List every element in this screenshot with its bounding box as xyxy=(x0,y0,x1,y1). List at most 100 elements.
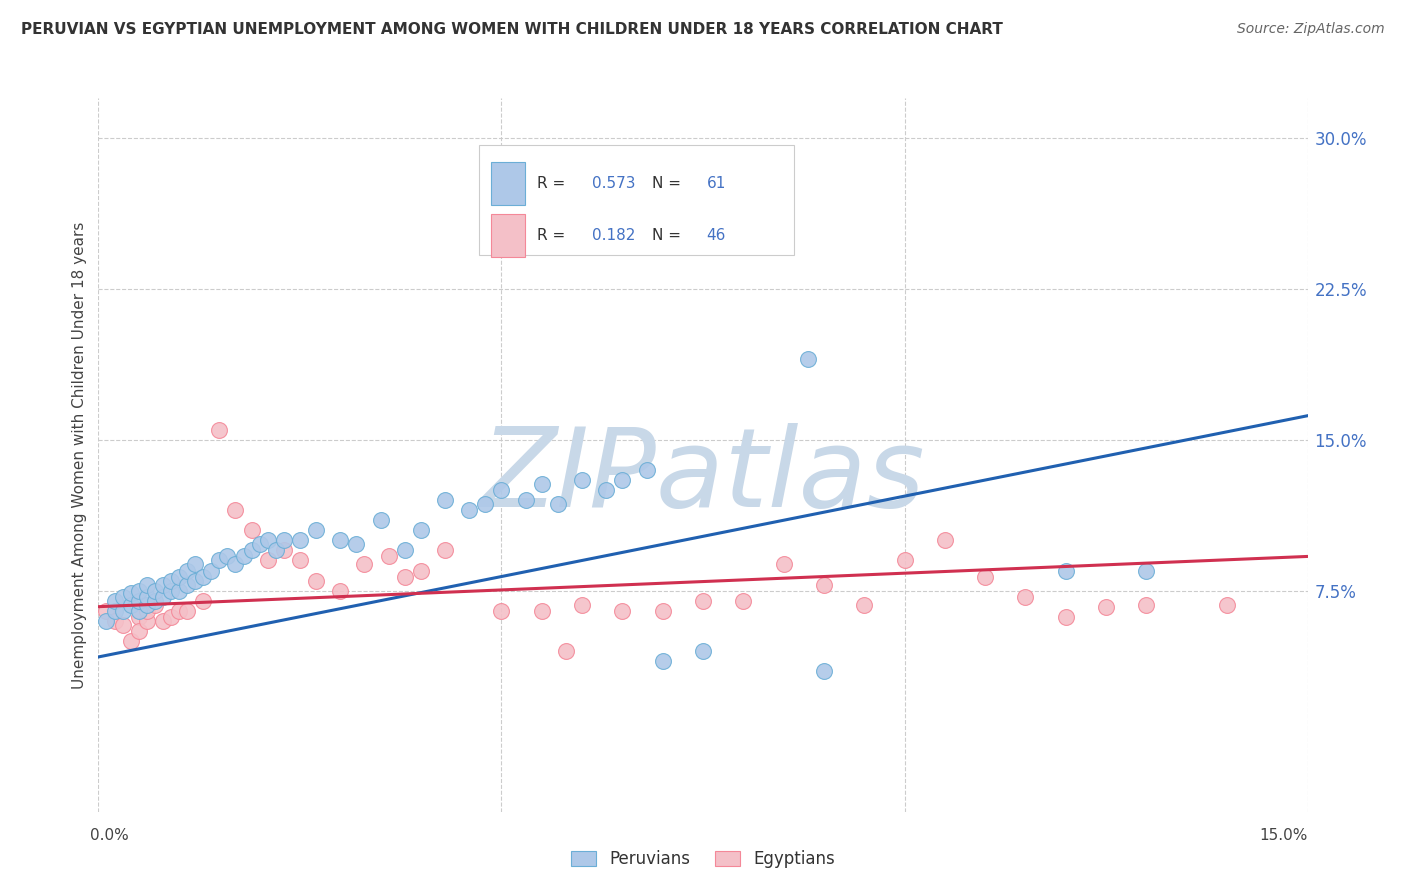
Point xyxy=(571,473,593,487)
Point xyxy=(733,593,755,607)
Point xyxy=(329,583,352,598)
Point xyxy=(651,604,673,618)
Point xyxy=(135,604,157,618)
Point xyxy=(612,604,634,618)
Point xyxy=(135,598,157,612)
Point xyxy=(305,574,328,588)
Y-axis label: Unemployment Among Women with Children Under 18 years: Unemployment Among Women with Children U… xyxy=(72,221,87,689)
Point xyxy=(370,513,392,527)
Point xyxy=(224,558,246,572)
Point xyxy=(200,564,222,578)
Point xyxy=(120,598,142,612)
Point xyxy=(128,583,150,598)
Point xyxy=(208,553,231,567)
Point xyxy=(111,617,134,632)
Point xyxy=(353,558,375,572)
Point xyxy=(772,558,794,572)
Text: R =: R = xyxy=(537,176,571,191)
Point xyxy=(176,564,198,578)
Point xyxy=(217,549,239,564)
Point xyxy=(128,609,150,624)
Point xyxy=(409,524,432,538)
Text: ZIPatlas: ZIPatlas xyxy=(481,423,925,530)
Bar xyxy=(479,145,793,255)
Point xyxy=(256,533,278,548)
Point xyxy=(491,604,513,618)
Point xyxy=(853,598,876,612)
Point xyxy=(1054,609,1077,624)
Point xyxy=(128,593,150,607)
Point xyxy=(224,503,246,517)
Point xyxy=(143,583,166,598)
Point xyxy=(813,577,835,591)
Point xyxy=(288,533,311,548)
Point xyxy=(103,593,125,607)
Point xyxy=(692,593,714,607)
Point xyxy=(103,614,125,628)
Point xyxy=(555,644,578,658)
Point xyxy=(176,577,198,591)
Point xyxy=(135,590,157,604)
Point xyxy=(636,463,658,477)
Text: 61: 61 xyxy=(707,176,725,191)
Point xyxy=(474,497,496,511)
Point xyxy=(184,558,207,572)
Point xyxy=(1014,590,1036,604)
Point xyxy=(273,543,295,558)
Point xyxy=(434,543,457,558)
Point xyxy=(974,569,997,583)
Point xyxy=(143,598,166,612)
Point xyxy=(595,483,617,497)
Point xyxy=(152,614,174,628)
Point xyxy=(329,533,352,548)
Point xyxy=(305,524,328,538)
Point xyxy=(120,585,142,599)
Point xyxy=(193,569,215,583)
Legend: Peruvians, Egyptians: Peruvians, Egyptians xyxy=(564,844,842,875)
Point xyxy=(111,590,134,604)
Point xyxy=(128,624,150,638)
Point xyxy=(240,524,263,538)
Point xyxy=(143,593,166,607)
Point xyxy=(96,614,118,628)
Point xyxy=(273,533,295,548)
Point xyxy=(458,503,481,517)
Point xyxy=(103,604,125,618)
Point xyxy=(344,537,367,551)
Point xyxy=(135,577,157,591)
Point xyxy=(797,352,820,367)
Point xyxy=(208,423,231,437)
Point xyxy=(733,202,755,216)
Point xyxy=(515,493,537,508)
Point xyxy=(152,590,174,604)
Text: Source: ZipAtlas.com: Source: ZipAtlas.com xyxy=(1237,22,1385,37)
Point xyxy=(167,569,190,583)
Point xyxy=(530,604,553,618)
Point xyxy=(547,497,569,511)
Point xyxy=(1135,598,1157,612)
Text: N =: N = xyxy=(652,176,686,191)
Point xyxy=(394,543,416,558)
Point xyxy=(651,654,673,668)
Point xyxy=(193,593,215,607)
Point xyxy=(394,569,416,583)
Point xyxy=(160,574,183,588)
Text: 15.0%: 15.0% xyxy=(1260,828,1308,843)
Point xyxy=(111,604,134,618)
Point xyxy=(160,609,183,624)
Point xyxy=(934,533,956,548)
Point xyxy=(120,633,142,648)
Text: 0.182: 0.182 xyxy=(592,227,636,243)
Point xyxy=(1216,598,1239,612)
Text: R =: R = xyxy=(537,227,571,243)
Point xyxy=(256,553,278,567)
Point xyxy=(240,543,263,558)
Point xyxy=(167,604,190,618)
Point xyxy=(1095,599,1118,614)
Point xyxy=(1135,564,1157,578)
Point xyxy=(176,604,198,618)
Point xyxy=(249,537,271,551)
Point xyxy=(377,549,399,564)
Point xyxy=(167,583,190,598)
Text: N =: N = xyxy=(652,227,686,243)
